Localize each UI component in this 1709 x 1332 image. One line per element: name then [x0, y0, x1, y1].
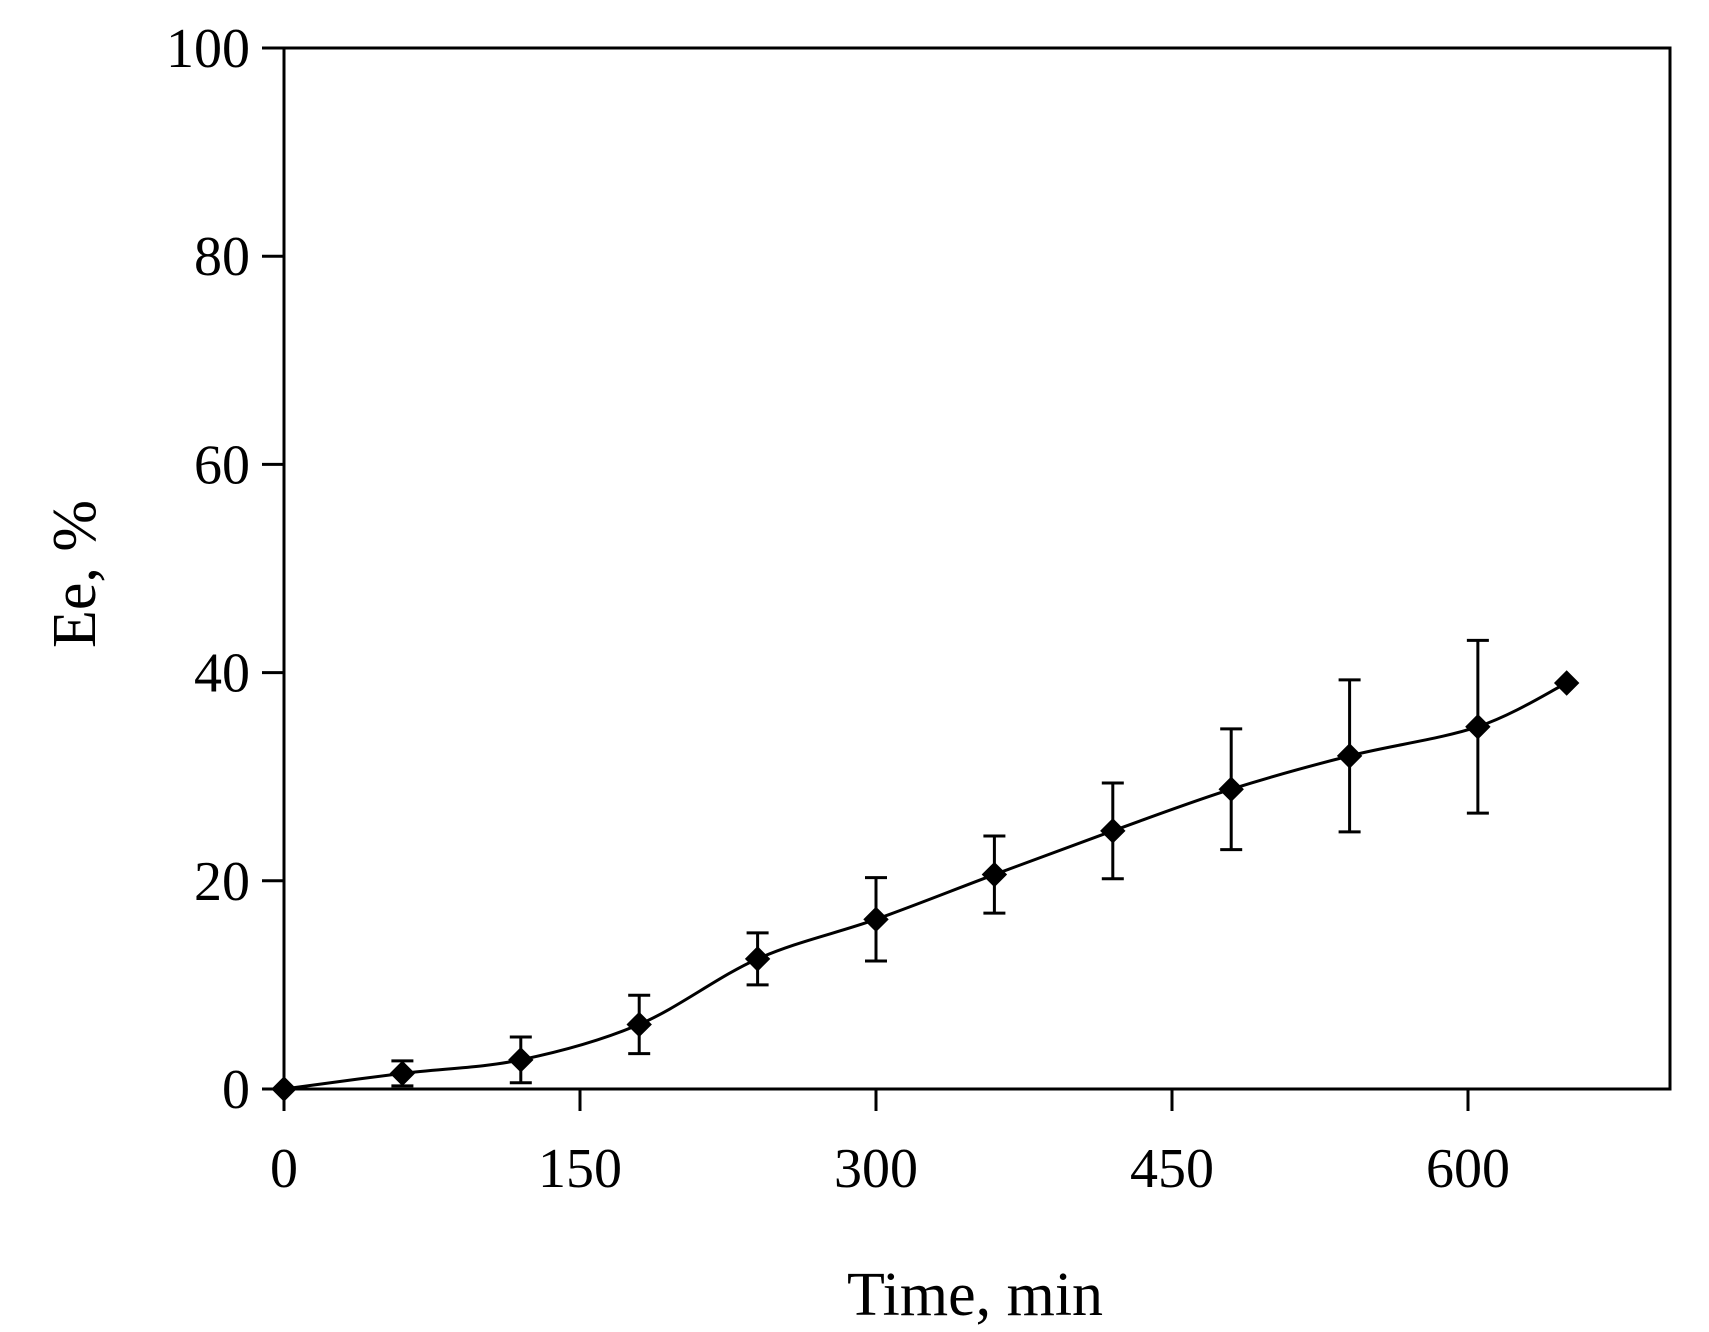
- data-point-0: [271, 1076, 297, 1102]
- x-axis-title: Time, min: [847, 1261, 1103, 1329]
- data-point-5: [863, 906, 889, 933]
- x-tick-label-0: 0: [270, 1138, 298, 1200]
- y-tick-label-40: 40: [194, 643, 250, 705]
- data-point-3: [626, 1011, 652, 1038]
- data-point-4: [744, 946, 771, 972]
- y-axis: 0 20 40 60 80 100: [166, 18, 284, 1121]
- data-point-1: [389, 1060, 416, 1087]
- x-tick-label-450: 450: [1130, 1138, 1214, 1200]
- y-tick-label-80: 80: [194, 226, 250, 288]
- y-axis-title: Ee, %: [41, 500, 109, 648]
- y-tick-label-60: 60: [194, 434, 250, 496]
- x-tick-label-300: 300: [834, 1138, 918, 1200]
- x-axis: 0 150 300 450 600: [270, 1089, 1510, 1200]
- y-tick-label-0: 0: [222, 1059, 250, 1121]
- data-point-7: [1100, 818, 1126, 844]
- data-point-2: [508, 1047, 534, 1073]
- data-point-8: [1218, 776, 1244, 802]
- data-point-10: [1465, 714, 1491, 740]
- series-layer: [271, 638, 1580, 1102]
- data-point-6: [981, 861, 1008, 888]
- series-line-0: [283, 681, 1568, 1091]
- data-point-9: [1336, 743, 1363, 769]
- x-tick-label-150: 150: [538, 1138, 622, 1200]
- y-tick-label-20: 20: [194, 851, 250, 913]
- y-tick-label-100: 100: [166, 18, 250, 80]
- x-tick-label-600: 600: [1426, 1138, 1510, 1200]
- plot-frame: [282, 46, 1672, 1091]
- data-point-11: [1553, 670, 1580, 696]
